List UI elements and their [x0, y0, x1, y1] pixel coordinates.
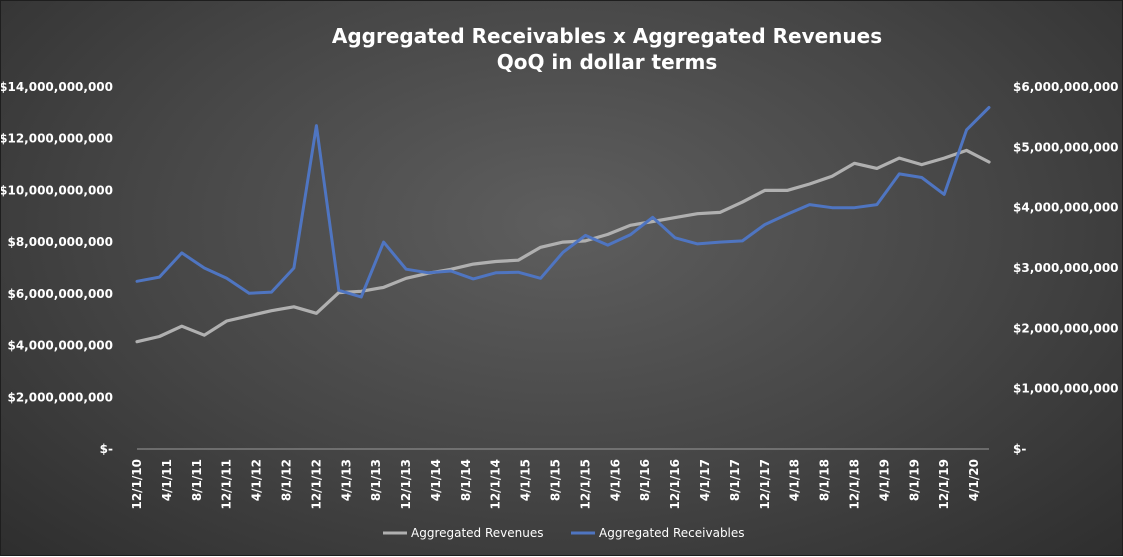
right-y-tick-label: $2,000,000,000 [1013, 321, 1119, 335]
chart-subtitle: QoQ in dollar terms [497, 50, 718, 74]
x-tick-label: 12/1/18 [847, 459, 861, 510]
x-tick-label: 12/1/14 [489, 459, 503, 510]
right-y-axis: $- $1,000,000,000 $2,000,000,000 $3,000,000… [1013, 80, 1119, 456]
x-tick-label: 8/1/16 [638, 459, 652, 501]
x-tick-label: 8/1/18 [818, 459, 832, 501]
x-tick-label: 12/1/10 [130, 459, 144, 510]
left-y-axis: $- $2,000,000,000 $4,000,000,000 $6,000,000… [1, 80, 113, 456]
x-tick-label: 4/1/15 [519, 459, 533, 501]
x-tick-label: 4/1/17 [698, 459, 712, 501]
left-y-tick-label: $6,000,000,000 [7, 287, 113, 301]
x-tick-label: 12/1/19 [937, 459, 951, 510]
x-tick-label: 8/1/14 [459, 459, 473, 501]
left-y-tick-label: $14,000,000,000 [1, 80, 113, 94]
x-tick-label: 8/1/19 [907, 459, 921, 501]
x-axis: 12/1/10 4/1/11 8/1/11 12/1/11 4/1/12 8/1/12 12… [130, 448, 989, 510]
left-y-tick-label: $10,000,000,000 [1, 183, 113, 197]
left-y-tick-label: $12,000,000,000 [1, 132, 113, 146]
right-y-tick-label: $1,000,000,000 [1013, 382, 1119, 396]
x-tick-label: 4/1/20 [967, 459, 981, 501]
right-y-tick-label: $4,000,000,000 [1013, 201, 1119, 215]
x-tick-label: 8/1/12 [279, 459, 293, 501]
x-tick-label: 12/1/12 [309, 459, 323, 510]
x-tick-label: 8/1/15 [549, 459, 563, 501]
right-y-tick-label: $5,000,000,000 [1013, 140, 1119, 154]
series-line-receivables [135, 106, 991, 299]
left-y-tick-label: $4,000,000,000 [7, 339, 113, 353]
series-layer [135, 106, 991, 344]
right-y-tick-label: $6,000,000,000 [1013, 80, 1119, 94]
right-y-tick-label: $3,000,000,000 [1013, 261, 1119, 275]
x-tick-label: 12/1/11 [220, 459, 234, 510]
left-y-tick-label: $2,000,000,000 [7, 390, 113, 404]
x-tick-label: 8/1/11 [190, 459, 204, 501]
x-tick-label: 4/1/13 [339, 459, 353, 501]
left-y-tick-label: $8,000,000,000 [7, 235, 113, 249]
x-tick-label: 4/1/11 [160, 459, 174, 501]
x-tick-label: 4/1/19 [877, 459, 891, 501]
x-tick-label: 4/1/16 [608, 459, 622, 501]
right-y-tick-label: $- [1013, 442, 1026, 456]
legend-label: Aggregated Revenues [411, 526, 544, 540]
x-tick-label: 12/1/16 [668, 459, 682, 510]
chart-title: Aggregated Receivables x Aggregated Reve… [332, 24, 882, 48]
x-tick-label: 4/1/14 [429, 459, 443, 501]
x-tick-label: 4/1/12 [250, 459, 264, 501]
x-tick-label: 4/1/18 [788, 459, 802, 501]
legend-label: Aggregated Receivables [599, 526, 745, 540]
legend: Aggregated Revenues Aggregated Receivable… [383, 526, 745, 540]
x-tick-label: 8/1/17 [728, 459, 742, 501]
x-tick-label: 12/1/17 [758, 459, 772, 510]
x-tick-label: 8/1/13 [369, 459, 383, 501]
x-tick-label: 12/1/13 [399, 459, 413, 510]
left-y-tick-label: $- [100, 442, 113, 456]
x-tick-label: 12/1/15 [578, 459, 592, 510]
series-line-revenues [135, 148, 991, 344]
